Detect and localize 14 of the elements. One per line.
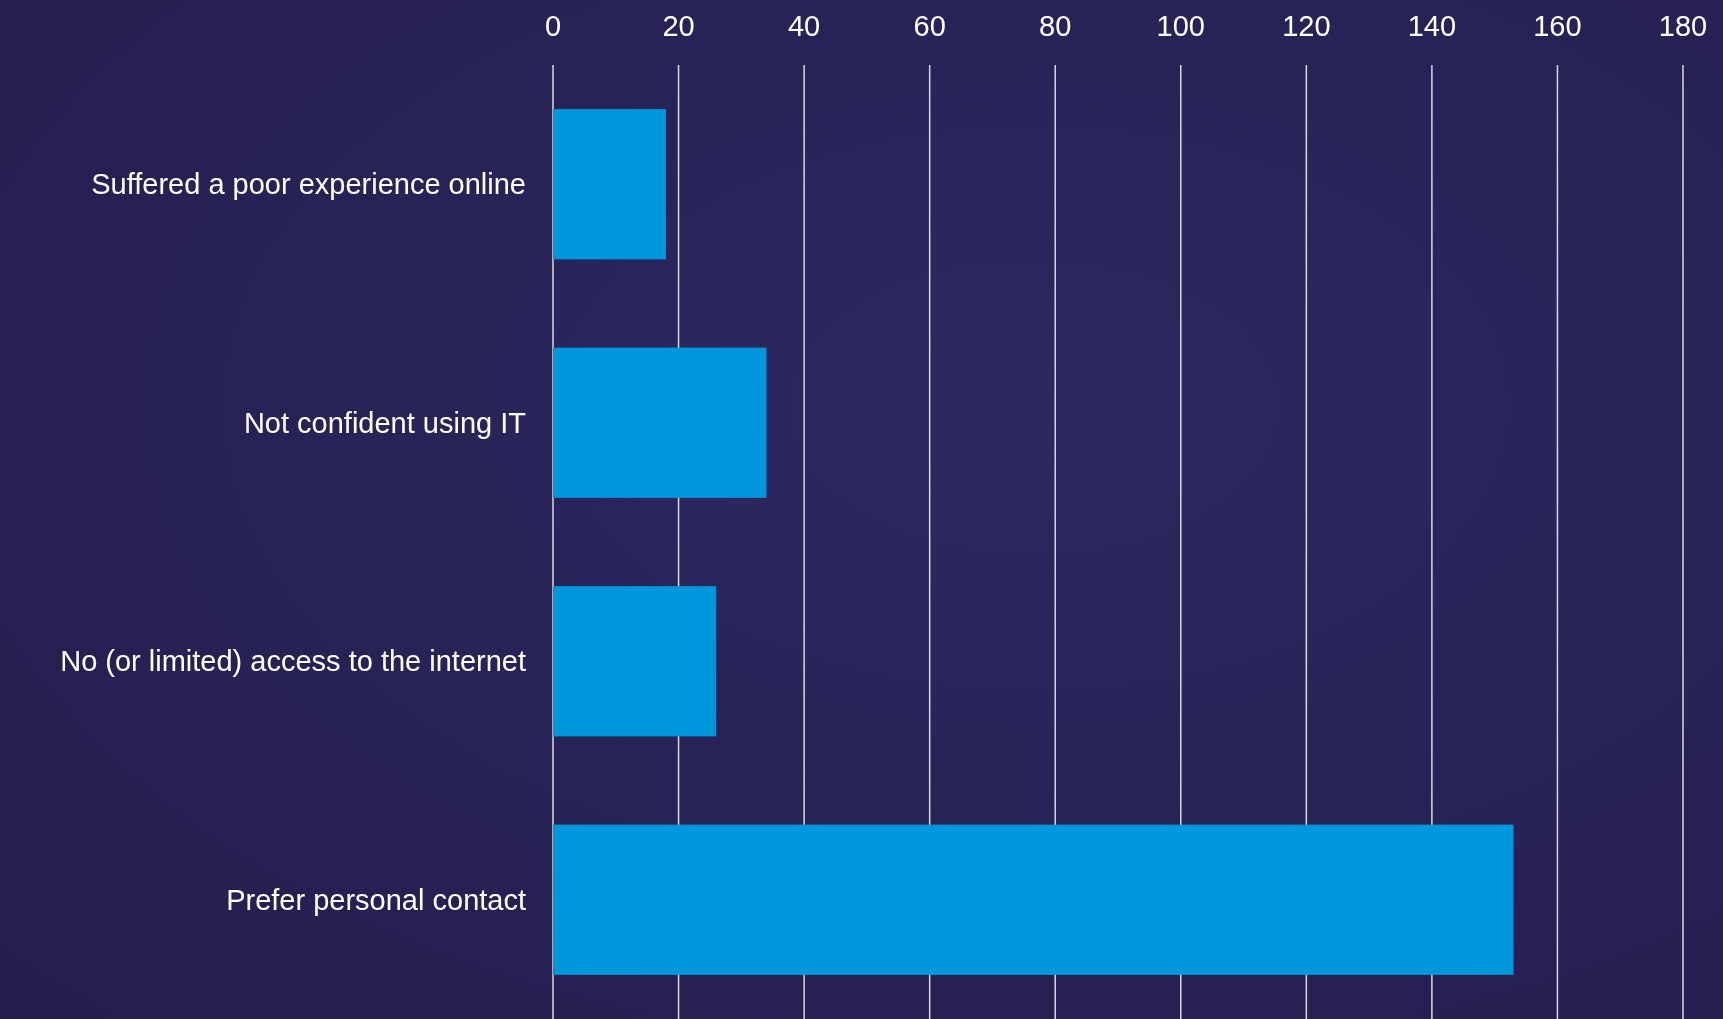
x-tick-label: 120 — [1282, 10, 1331, 42]
x-tick-label: 60 — [913, 10, 946, 42]
y-tick-label: Prefer personal contact — [226, 883, 526, 916]
x-tick-label: 100 — [1156, 10, 1205, 42]
x-tick-label: 40 — [787, 10, 821, 42]
x-tick-label: 140 — [1407, 10, 1457, 42]
x-tick-label: 160 — [1533, 10, 1582, 42]
y-tick-label: Not confident using IT — [243, 406, 527, 439]
x-tick-label: 80 — [1039, 10, 1072, 42]
y-tick-label: Suffered a poor experience online — [91, 168, 526, 201]
x-tick-label: 180 — [1658, 10, 1708, 42]
x-tick-label: 0 — [544, 10, 562, 42]
x-tick-label: 20 — [662, 10, 695, 42]
y-tick-label: No (or limited) access to the internet — [60, 645, 526, 678]
